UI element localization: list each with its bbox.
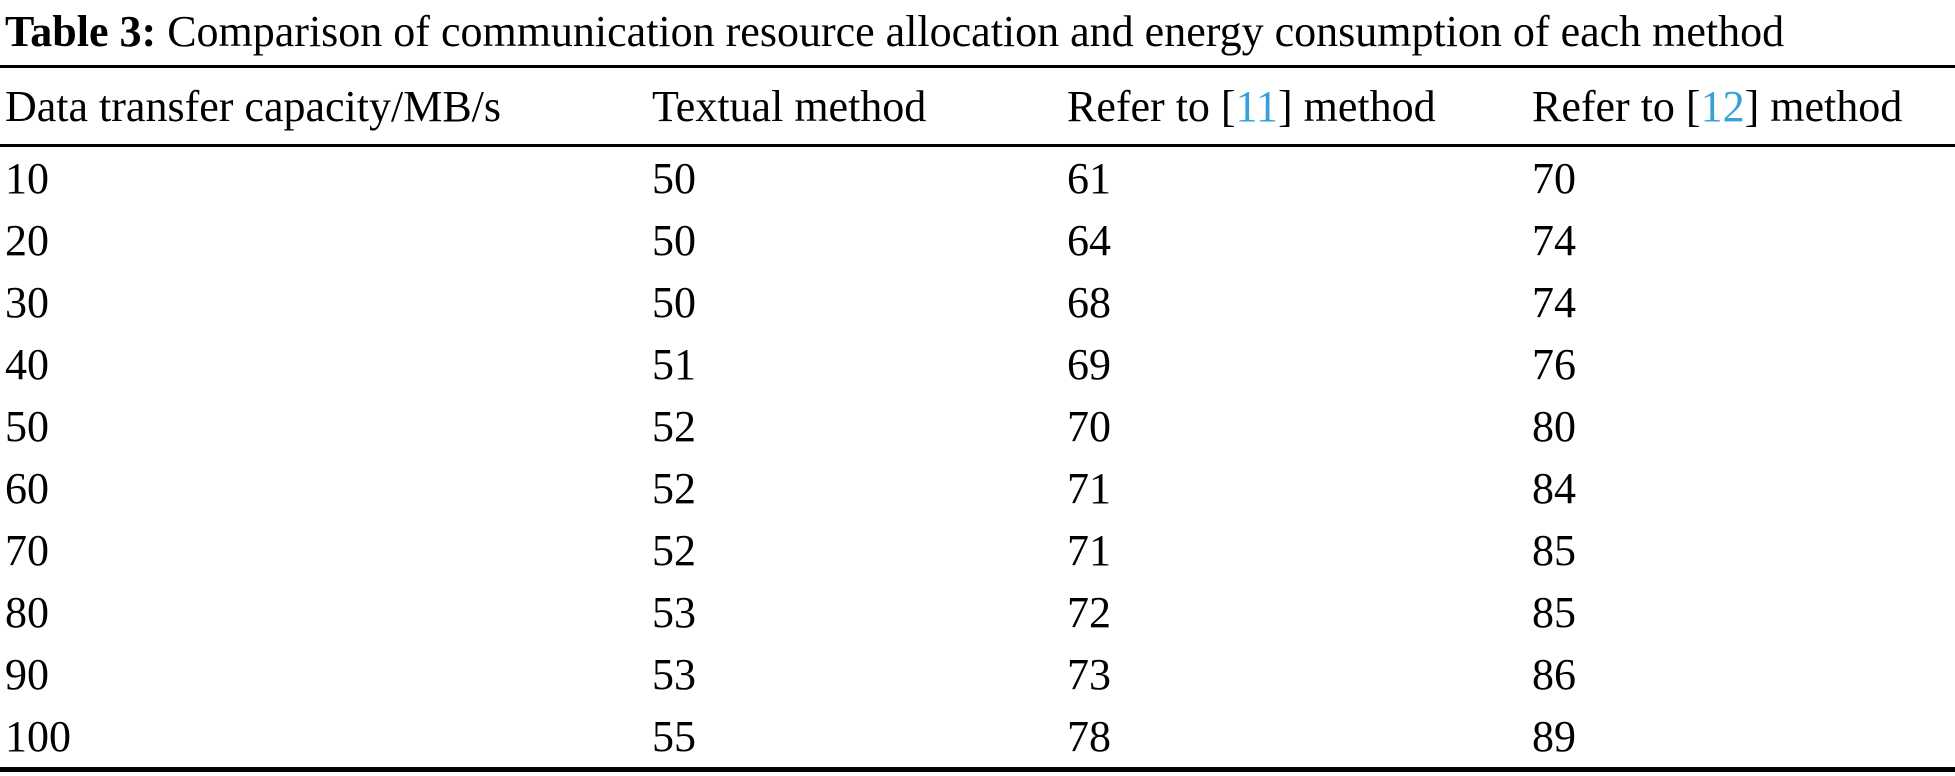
cell-capacity: 20 [5,215,49,265]
table-caption: Table 3: Comparison of communication res… [0,0,1955,65]
cell-capacity: 90 [5,649,49,699]
ref11-header-suffix: ] method [1277,81,1436,131]
cell-ref11: 72 [1067,587,1111,637]
cell-ref12: 76 [1532,339,1576,389]
cell-capacity: 30 [5,277,49,327]
table-row: 20 50 64 74 [0,209,1955,271]
cell-capacity: 50 [5,401,49,451]
cell-textual: 52 [652,525,696,575]
cell-ref11: 69 [1067,339,1111,389]
cell-capacity: 70 [5,525,49,575]
cell-textual: 51 [652,339,696,389]
table-row: 50 52 70 80 [0,395,1955,457]
cell-ref11: 78 [1067,711,1111,761]
col-header-textual-method: Textual method [652,66,1067,147]
cell-ref12: 74 [1532,215,1576,265]
cell-ref12: 85 [1532,587,1576,637]
col-header-ref12-method: Refer to [12] method [1532,66,1955,147]
ref11-header-prefix: Refer to [ [1067,81,1236,131]
col-header-ref11-method: Refer to [11] method [1067,66,1532,147]
cell-ref12: 80 [1532,401,1576,451]
cell-textual: 52 [652,463,696,513]
table-row: 30 50 68 74 [0,271,1955,333]
table-row: 40 51 69 76 [0,333,1955,395]
cell-capacity: 60 [5,463,49,513]
cell-ref11: 68 [1067,277,1111,327]
cell-textual: 52 [652,401,696,451]
cell-capacity: 10 [5,153,49,203]
cell-textual: 53 [652,587,696,637]
cell-capacity: 40 [5,339,49,389]
cell-ref12: 86 [1532,649,1576,699]
ref12-header-suffix: ] method [1744,81,1903,131]
cell-textual: 55 [652,711,696,761]
cell-ref12: 74 [1532,277,1576,327]
cell-ref11: 70 [1067,401,1111,451]
cell-ref11: 73 [1067,649,1111,699]
table-row: 100 55 78 89 [0,705,1955,770]
data-table: Data transfer capacity/MB/s Textual meth… [0,65,1955,772]
table-row: 60 52 71 84 [0,457,1955,519]
col-header-capacity: Data transfer capacity/MB/s [0,66,652,147]
cell-ref12: 85 [1532,525,1576,575]
cell-ref11: 71 [1067,463,1111,513]
table-caption-text: Comparison of communication resource all… [167,7,1785,56]
cell-ref12: 89 [1532,711,1576,761]
cell-capacity: 100 [5,711,71,761]
cell-ref12: 70 [1532,153,1576,203]
cell-capacity: 80 [5,587,49,637]
table-caption-label: Table 3: [5,7,157,56]
cell-ref11: 64 [1067,215,1111,265]
cell-textual: 53 [652,649,696,699]
cell-textual: 50 [652,277,696,327]
table-row: 10 50 61 70 [0,146,1955,210]
table-row: 90 53 73 86 [0,643,1955,705]
citation-12-link[interactable]: 12 [1700,81,1745,131]
table-row: 70 52 71 85 [0,519,1955,581]
table-row: 80 53 72 85 [0,581,1955,643]
citation-11-link[interactable]: 11 [1235,81,1278,131]
ref12-header-prefix: Refer to [ [1532,81,1701,131]
cell-textual: 50 [652,153,696,203]
cell-ref11: 61 [1067,153,1111,203]
cell-ref12: 84 [1532,463,1576,513]
cell-ref11: 71 [1067,525,1111,575]
cell-textual: 50 [652,215,696,265]
header-row: Data transfer capacity/MB/s Textual meth… [0,66,1955,147]
